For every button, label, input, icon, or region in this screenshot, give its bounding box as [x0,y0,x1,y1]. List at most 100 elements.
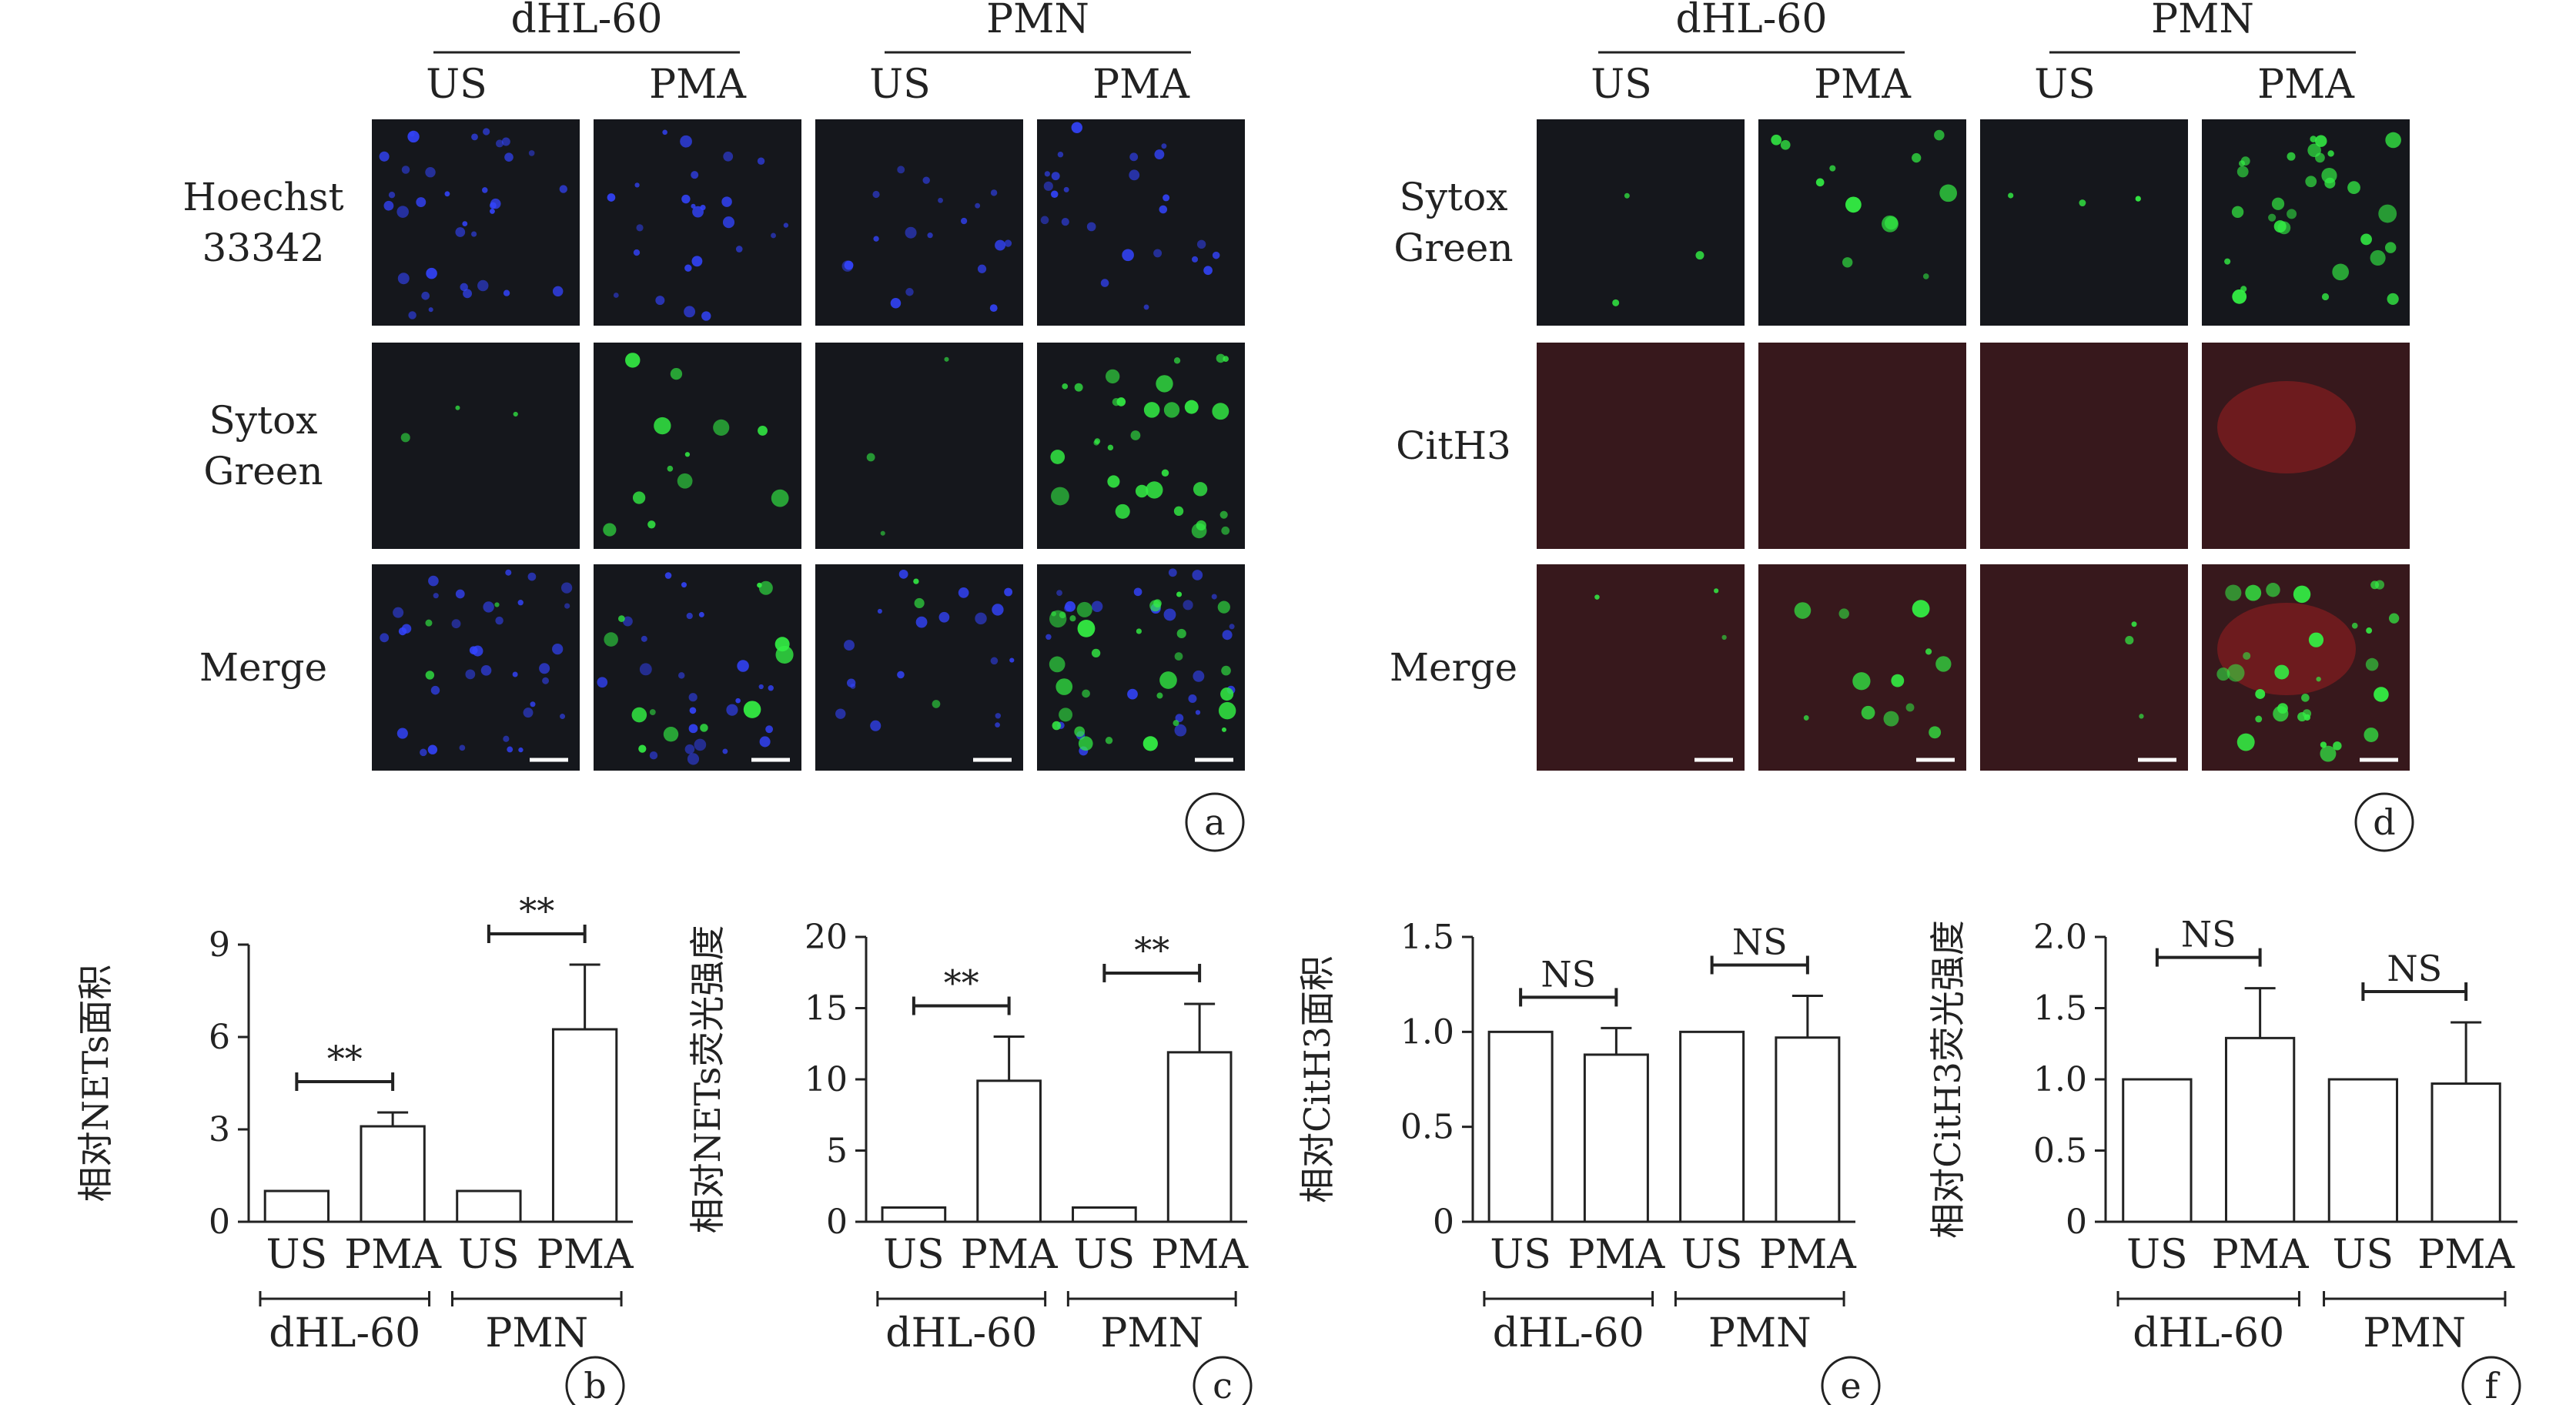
net-dot [1861,705,1875,720]
group-header: PMN [986,0,1089,42]
y-tick-label: 9 [209,925,230,965]
net-dot [425,671,435,680]
net-dot [1771,134,1782,146]
condition-label: US [1591,62,1651,108]
x-tick-label: PMA [537,1232,634,1278]
x-tick-label: US [1490,1232,1551,1278]
tile-background [1537,119,1745,326]
nucleus-dot [1122,249,1134,262]
net-dot [2310,135,2317,142]
group-label: PMN [1100,1310,1203,1356]
red-haze [2202,343,2410,549]
nucleus-dot [512,671,518,677]
group-label: dHL-60 [2133,1310,2284,1356]
bar [263,1189,330,1223]
net-dot [2305,176,2317,188]
nucleus-dot [898,569,908,579]
micrograph-tile [1980,343,2188,549]
panel-label-circle [1821,1356,1881,1405]
net-dot [1212,403,1229,420]
significance-label: NS [2181,914,2236,955]
net-dot [647,520,656,529]
nucleus-dot [870,720,882,731]
nucleus-dot [462,221,468,226]
nucleus-dot [1195,710,1201,715]
net-dot [757,582,762,588]
nucleus-dot [428,575,439,587]
significance-label: ** [1134,929,1169,971]
net-dot [2366,627,2373,634]
net-dot [1173,506,1184,517]
net-dot [1218,701,1236,720]
micrograph-tile [594,119,801,326]
nucleus-dot [1045,634,1052,641]
bar [881,1206,947,1223]
row-label: Green [1393,226,1513,270]
nucleus-dot [465,669,476,680]
nucleus-dot [523,708,534,718]
micrograph-tile [372,119,580,326]
net-dot [2387,293,2399,305]
net-dot [1221,665,1231,676]
net-dot [2384,242,2397,253]
tile-background [2202,343,2410,549]
net-dot [617,615,625,622]
nucleus-dot [1222,630,1233,641]
nucleus-dot [483,128,490,135]
nucleus-dot [680,135,692,148]
nucleus-dot [607,193,616,202]
nucleus-dot [922,176,930,184]
group-header: PMN [2151,0,2254,42]
tile-background [594,119,801,326]
nucleus-dot [495,616,503,625]
y-tick-label: 15 [805,989,848,1029]
net-dot [604,632,618,647]
net-dot [944,356,949,362]
net-dot [2268,213,2277,222]
net-dot [1106,369,1120,384]
nucleus-dot [505,569,512,576]
nucleus-dot [992,604,1004,616]
net-dot [880,530,885,536]
net-dot [2307,143,2321,158]
nucleus-dot [426,267,437,279]
nucleus-dot [383,200,394,211]
net-dot [2271,197,2285,210]
net-dot [2125,636,2134,645]
micrograph-tile [372,564,580,771]
nucleus-dot [872,190,880,199]
net-dot [2287,209,2297,219]
nucleus-dot [427,744,438,754]
tile-background [1758,343,1966,549]
net-dot [1093,440,1099,446]
nucleus-dot [490,198,501,209]
net-dot [663,726,679,742]
bar [2122,1078,2193,1223]
tile-background [1537,564,1745,771]
net-dot [631,707,647,723]
micrograph-tile [1537,564,1745,771]
nucleus-dot [1168,568,1177,577]
nucleus-dot [1143,304,1149,310]
y-tick-label: 20 [805,918,848,957]
net-dot [2301,694,2310,702]
nucleus-dot [539,663,550,674]
y-tick-label: 3 [209,1110,230,1149]
net-dot [1077,619,1096,637]
nucleus-dot [1133,587,1142,597]
x-tick-label: US [1074,1232,1135,1278]
net-dot [2008,192,2014,199]
nucleus-dot [380,633,390,643]
net-dot [400,433,410,443]
net-dot [2316,676,2321,682]
net-dot [1115,503,1130,519]
net-dot [654,416,671,435]
net-dot [494,602,500,607]
nucleus-dot [504,152,514,162]
nucleus-dot [692,206,704,218]
nucleus-dot [425,166,436,178]
nucleus-dot [927,232,933,239]
net-dot [1173,357,1181,364]
x-tick-label: US [266,1232,327,1278]
y-tick-label: 0 [209,1203,230,1242]
